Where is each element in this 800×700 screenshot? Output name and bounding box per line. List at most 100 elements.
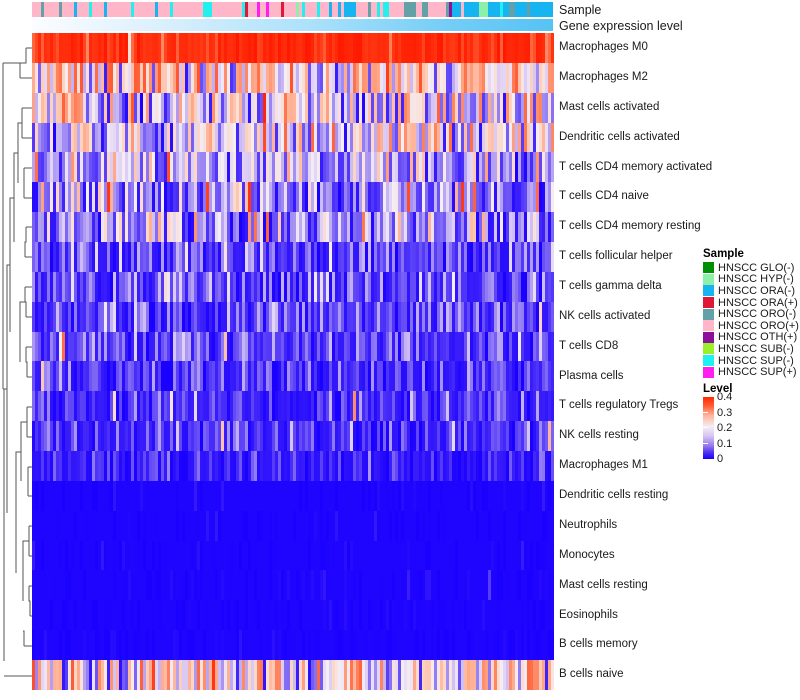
heatmap-cell [167, 540, 170, 571]
heatmap-cell [527, 361, 530, 392]
heatmap-cell [503, 480, 506, 511]
heatmap-cell [161, 122, 164, 153]
heatmap-cell [395, 242, 398, 272]
heatmap-cell [362, 600, 365, 631]
heatmap-cell [50, 271, 53, 302]
heatmap-cell [332, 271, 335, 302]
heatmap-cell [77, 62, 80, 93]
heatmap-cell [44, 62, 47, 93]
heatmap-cell [200, 212, 203, 243]
heatmap-cell [41, 630, 44, 661]
heatmap-cell [395, 92, 398, 123]
sample-legend-item[interactable]: HNSCC HYP(-) [703, 273, 798, 285]
heatmap-cell [314, 242, 317, 272]
heatmap-cell [338, 570, 341, 601]
heatmap-cell [380, 122, 383, 153]
heatmap-cell [122, 540, 125, 571]
sample-legend-item[interactable]: HNSCC SUP(-) [703, 355, 798, 367]
heatmap-cell [62, 331, 65, 362]
heatmap-cell [491, 92, 494, 123]
heatmap-cell [518, 451, 521, 481]
heatmap-cell [95, 660, 98, 690]
heatmap-cell [128, 421, 131, 452]
sample-annotation-cell [449, 2, 452, 17]
heatmap-cell [305, 182, 308, 213]
heatmap-cell [470, 152, 473, 183]
heatmap-cell [44, 152, 47, 183]
heatmap-cell [503, 33, 506, 63]
heatmap-cell [107, 451, 110, 481]
heatmap-cell [218, 421, 221, 452]
heatmap-cell [293, 600, 296, 631]
heatmap-cell [476, 600, 479, 631]
heatmap-cell [86, 451, 89, 481]
heatmap-cell [404, 62, 407, 93]
heatmap-cell [236, 242, 239, 272]
heatmap-cell [146, 301, 149, 332]
heatmap-cell [206, 480, 209, 511]
heatmap-cell [506, 212, 509, 243]
sample-legend-item[interactable]: HNSCC SUP(+) [703, 366, 798, 378]
heatmap-cell [431, 182, 434, 213]
heatmap-cell [542, 331, 545, 362]
heatmap-cell [401, 480, 404, 511]
heatmap-cell [377, 182, 380, 213]
heatmap-cell [86, 33, 89, 63]
heatmap-cell [200, 480, 203, 511]
heatmap-cell [257, 421, 260, 452]
heatmap-cell [35, 510, 38, 541]
heatmap-cell [41, 301, 44, 332]
heatmap-cell [488, 301, 491, 332]
heatmap-cell [86, 391, 89, 422]
heatmap-cell [398, 451, 401, 481]
heatmap-cell [413, 570, 416, 601]
heatmap-cell [482, 62, 485, 93]
heatmap-cell [350, 92, 353, 123]
heatmap-cell [266, 540, 269, 571]
heatmap-cell [407, 421, 410, 452]
heatmap-cell [341, 301, 344, 332]
heatmap-cell [425, 152, 428, 183]
heatmap-cell [371, 271, 374, 302]
sample-legend-item[interactable]: HNSCC ORA(-) [703, 285, 798, 297]
row-label-text: Plasma cells [559, 369, 624, 382]
heatmap-cell [248, 122, 251, 153]
sample-legend-item[interactable]: HNSCC OTH(+) [703, 331, 798, 343]
sample-legend-item[interactable]: HNSCC GLO(-) [703, 262, 798, 274]
heatmap-cell [68, 391, 71, 422]
heatmap-cell [341, 122, 344, 153]
heatmap-cell [512, 361, 515, 392]
sample-legend-item[interactable]: HNSCC ORO(+) [703, 320, 799, 332]
heatmap-cell [71, 301, 74, 332]
heatmap-cell [170, 33, 173, 63]
sample-legend-title: Sample [703, 248, 744, 260]
heatmap-cell [338, 33, 341, 63]
heatmap-cell [134, 62, 137, 93]
sample-legend-item[interactable]: HNSCC ORA(+) [703, 297, 798, 309]
heatmap-cell [218, 33, 221, 63]
sample-annotation-cell [101, 2, 104, 17]
heatmap-cell [128, 271, 131, 302]
heatmap-cell [428, 391, 431, 422]
heatmap-cell [461, 451, 464, 481]
heatmap-cell [473, 271, 476, 302]
heatmap-cell [224, 301, 227, 332]
sample-legend-item[interactable]: HNSCC SUB(-) [703, 343, 798, 355]
heatmap-cell [332, 182, 335, 213]
heatmap-cell [479, 600, 482, 631]
heatmap-cell [233, 182, 236, 213]
heatmap-cell [158, 271, 161, 302]
heatmap-cell [497, 421, 500, 452]
sample-annotation-cell [377, 2, 380, 17]
heatmap-cell [221, 421, 224, 452]
heatmap-cell [323, 242, 326, 272]
heatmap-cell [509, 62, 512, 93]
sample-legend-item[interactable]: HNSCC ORO(-) [703, 308, 798, 320]
heatmap-cell [383, 301, 386, 332]
heatmap-cell [293, 212, 296, 243]
heatmap-cell [458, 182, 461, 213]
sample-annotation-cell [146, 2, 149, 17]
heatmap-cell [92, 212, 95, 243]
row-label: Macrophages M1 [559, 451, 709, 481]
heatmap-cell [263, 660, 266, 690]
